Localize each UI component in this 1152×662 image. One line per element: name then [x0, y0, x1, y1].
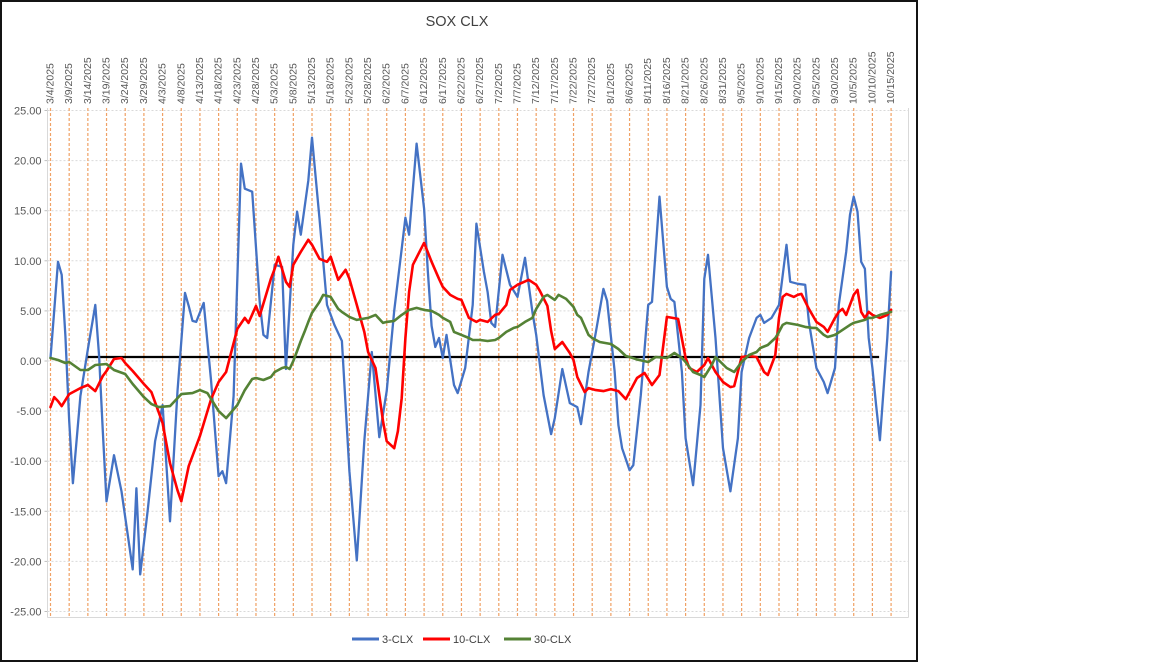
- x-axis-date-label: 3/19/2025: [101, 57, 113, 104]
- chart-frame: 25.00 20.00 15.00 10.00 5.00 0.00 -5.00 -10.00 -…: [0, 0, 918, 662]
- y-axis-label: -5.00: [16, 406, 41, 418]
- x-axis-date-label: 4/3/2025: [157, 63, 169, 104]
- series-line-30-CLX: [49, 293, 893, 420]
- y-axis-label: -15.00: [10, 506, 41, 518]
- x-axis-date-label: 3/24/2025: [119, 57, 131, 104]
- x-axis-date-label: 8/1/2025: [605, 63, 617, 104]
- x-axis-date-label: 4/13/2025: [194, 57, 206, 104]
- chart-plot: 25.00 20.00 15.00 10.00 5.00 0.00 -5.00 -10.00 -…: [10, 14, 909, 646]
- x-axis-date-label: 10/5/2025: [848, 57, 860, 104]
- x-axis-date-label: 9/15/2025: [773, 57, 785, 104]
- x-axis-date-label: 5/18/2025: [325, 57, 337, 104]
- series-line-3-CLX: [49, 136, 893, 576]
- x-axis-date-label: 6/7/2025: [399, 63, 411, 104]
- x-axis-date-label: 9/25/2025: [810, 57, 822, 104]
- x-axis-date-label: 3/29/2025: [138, 57, 150, 104]
- y-axis-label: -20.00: [10, 556, 41, 568]
- x-axis-date-label: 4/18/2025: [213, 57, 225, 104]
- x-axis-date-label: 8/21/2025: [680, 57, 692, 104]
- x-axis-date-label: 10/15/2025: [885, 51, 897, 104]
- y-axis-label: -25.00: [10, 607, 41, 619]
- y-axis-label: -10.00: [10, 456, 41, 468]
- x-axis-date-label: 6/2/2025: [381, 63, 393, 104]
- y-axis-label: 10.00: [14, 256, 42, 268]
- x-axis-date-label: 7/22/2025: [568, 57, 580, 104]
- y-axis-label: 15.00: [14, 206, 42, 218]
- x-axis-date-label: 4/8/2025: [175, 63, 187, 104]
- x-axis-date-label: 9/20/2025: [792, 57, 804, 104]
- x-axis-date-label: 6/12/2025: [418, 57, 430, 104]
- x-axis-date-label: 5/28/2025: [362, 57, 374, 104]
- x-axis-date-label: 6/22/2025: [455, 57, 467, 104]
- y-axis-label: 5.00: [20, 306, 41, 318]
- x-axis-date-label: 3/14/2025: [82, 57, 94, 104]
- y-axis-label: 20.00: [14, 156, 42, 168]
- x-axis-date-label: 5/13/2025: [306, 57, 318, 104]
- x-axis-date-label: 5/3/2025: [269, 63, 281, 104]
- x-axis-date-label: 5/23/2025: [343, 57, 355, 104]
- x-axis-date-label: 7/2/2025: [493, 63, 505, 104]
- x-axis-date-label: 7/12/2025: [530, 57, 542, 104]
- series-line-10-CLX: [49, 238, 893, 503]
- y-axis-label: 0.00: [20, 356, 41, 368]
- x-axis-date-label: 8/16/2025: [661, 57, 673, 104]
- x-axis-date-label: 6/17/2025: [437, 57, 449, 104]
- x-axis-date-label: 9/30/2025: [829, 57, 841, 104]
- x-axis-date-label: 7/27/2025: [586, 57, 598, 104]
- x-axis-date-label: 10/10/2025: [866, 51, 878, 104]
- x-axis-date-label: 3/4/2025: [45, 63, 57, 104]
- legend-label-10-CLX: 10-CLX: [453, 634, 491, 646]
- legend-label-3-CLX: 3-CLX: [382, 634, 414, 646]
- legend-label-30-CLX: 30-CLX: [534, 634, 572, 646]
- x-axis-date-label: 8/6/2025: [624, 63, 636, 104]
- y-axis-label: 25.00: [14, 106, 42, 118]
- x-axis-date-label: 5/8/2025: [287, 63, 299, 104]
- chart-title: SOX CLX: [426, 14, 489, 30]
- x-axis-date-label: 8/26/2025: [698, 57, 710, 104]
- x-axis-date-label: 4/23/2025: [231, 57, 243, 104]
- x-axis-date-label: 4/28/2025: [250, 57, 262, 104]
- x-axis-date-label: 9/10/2025: [754, 57, 766, 104]
- x-axis-date-label: 8/11/2025: [642, 58, 654, 104]
- x-axis-date-label: 7/7/2025: [511, 63, 523, 104]
- x-axis-date-label: 8/31/2025: [717, 57, 729, 104]
- x-axis-date-label: 7/17/2025: [549, 57, 561, 104]
- x-axis-date-label: 9/5/2025: [736, 63, 748, 104]
- x-axis-date-label: 3/9/2025: [63, 63, 75, 104]
- x-axis-date-label: 6/27/2025: [474, 57, 486, 104]
